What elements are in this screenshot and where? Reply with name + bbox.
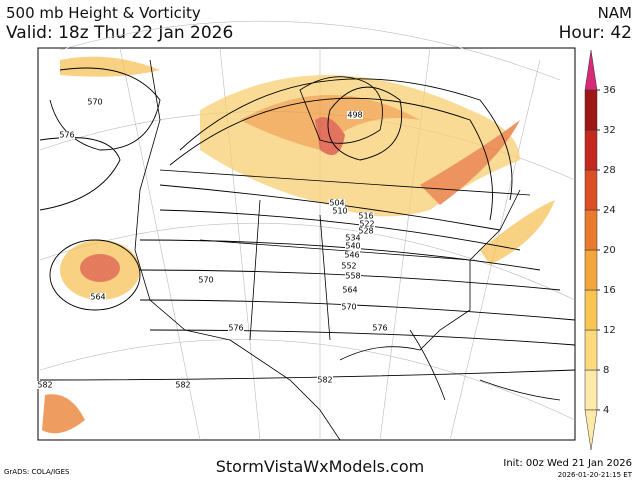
contour-label: 570 — [87, 98, 102, 107]
colorbar-tick-label: 32 — [603, 125, 616, 136]
label-box — [87, 98, 103, 106]
label-box — [359, 220, 375, 228]
label-box — [347, 111, 363, 119]
contour-label: 534 — [345, 234, 360, 243]
label-box — [198, 276, 214, 284]
colorbar-band — [584, 289, 598, 331]
contour-label: 582 — [37, 381, 52, 390]
contour-label: 582 — [175, 381, 190, 390]
label-box — [342, 286, 358, 294]
label-box — [90, 293, 106, 301]
geography — [134, 59, 561, 441]
label-box — [358, 227, 374, 235]
label-box — [345, 272, 361, 280]
colorbar-tick-label: 36 — [603, 85, 616, 96]
colorbar-tick-label: 28 — [603, 165, 616, 176]
contour-label: 564 — [90, 293, 105, 302]
contour-label: 570 — [341, 303, 356, 312]
contour-label: 564 — [342, 286, 357, 295]
label-box — [358, 212, 374, 220]
contour-label: 576 — [372, 324, 387, 333]
colorbar-band — [584, 129, 598, 171]
label-box — [59, 131, 75, 139]
colorbar-band — [584, 249, 598, 291]
contour-label: 570 — [198, 276, 213, 285]
colorbar-extension-low — [584, 409, 598, 451]
contour-label: 516 — [358, 212, 373, 221]
contour-label: 576 — [59, 131, 74, 140]
init-time: Init: 00z Wed 21 Jan 2026 — [503, 458, 632, 469]
label-box — [317, 376, 333, 384]
label-box — [37, 381, 53, 389]
colorbar-tick-label: 8 — [603, 365, 609, 376]
contour-label: 582 — [317, 376, 332, 385]
contour-label: 540 — [345, 242, 360, 251]
colorbar-tick-label: 20 — [603, 245, 616, 256]
colorbar-band — [584, 209, 598, 251]
site-name: StormVistaWxModels.com — [216, 457, 424, 476]
contour-label: 510 — [332, 207, 347, 216]
contour-label: 552 — [341, 262, 356, 271]
colorbar-tick-label: 4 — [603, 405, 609, 416]
colorbar-tick-label: 12 — [603, 325, 616, 336]
colorbar-band — [584, 89, 598, 131]
valid-time: Valid: 18z Thu 22 Jan 2026 — [6, 23, 233, 43]
title: 500 mb Height & Vorticity — [6, 4, 201, 22]
model: NAM — [598, 4, 632, 22]
colorbar-extension — [584, 49, 598, 91]
contour-label: 522 — [359, 220, 374, 229]
contour-label: 504 — [329, 199, 344, 208]
colorbar-band — [584, 369, 598, 411]
credit: GrADS: COLA/IGES — [4, 468, 70, 476]
label-box — [372, 324, 388, 332]
label-box — [175, 381, 191, 389]
contour-label: 576 — [228, 324, 243, 333]
label-box — [329, 199, 345, 207]
colorbar-tick-label: 24 — [603, 205, 616, 216]
label-box — [345, 234, 361, 242]
timestamp: 2026-01-20-21:15 ET — [558, 471, 633, 479]
contour-label: 546 — [344, 251, 359, 260]
label-box — [345, 242, 361, 250]
colorbar-band — [584, 169, 598, 211]
colorbar-tick-label: 16 — [603, 285, 616, 296]
label-box — [341, 262, 357, 270]
forecast-hour: Hour: 42 — [559, 23, 632, 43]
label-box — [228, 324, 244, 332]
contour-label: 498 — [347, 111, 362, 120]
contour-label: 558 — [345, 272, 360, 281]
vorticity-shading — [42, 56, 555, 434]
label-box — [344, 251, 360, 259]
label-box — [341, 303, 357, 311]
colorbar: 4 8 12 16 20 24 28 32 36 — [584, 49, 616, 451]
colorbar-band — [584, 329, 598, 371]
contour-label: 528 — [358, 227, 373, 236]
label-box — [332, 207, 348, 215]
